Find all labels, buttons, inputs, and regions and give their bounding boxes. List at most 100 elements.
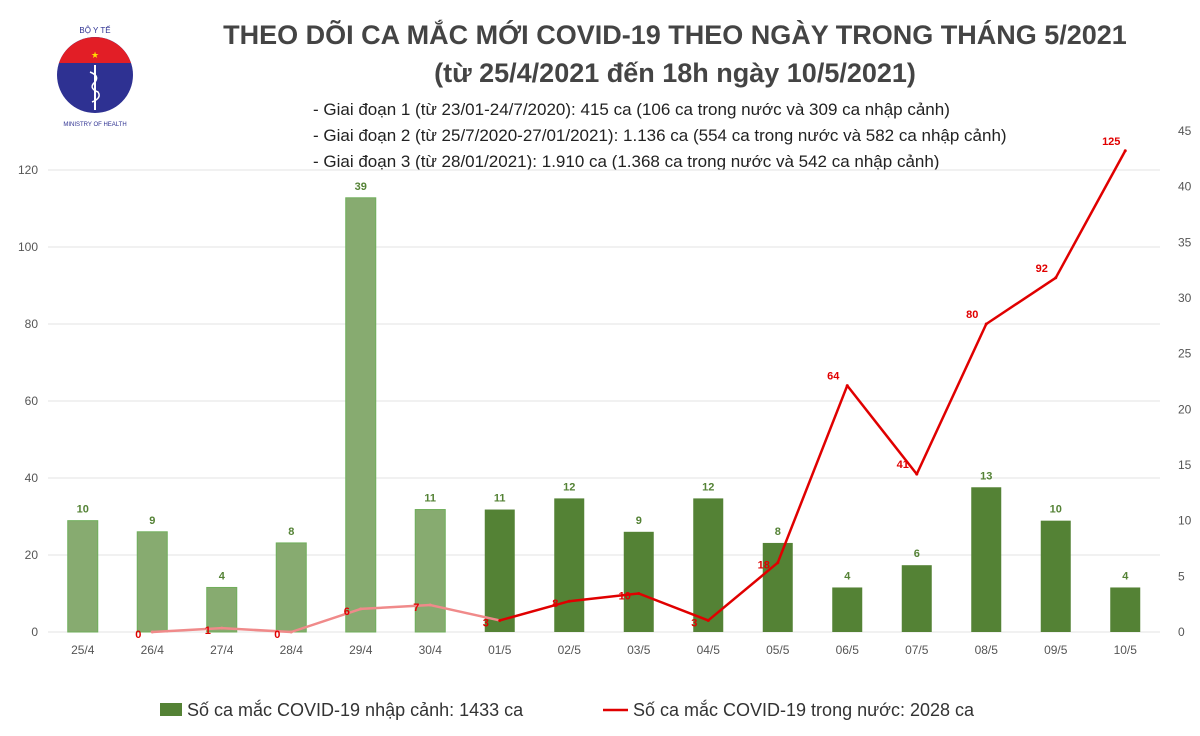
bar <box>1110 587 1141 632</box>
note-1: - Giai đoạn 1 (từ 23/01-24/7/2020): 415 … <box>313 100 950 119</box>
right-axis-tick: 20 <box>1178 402 1192 416</box>
left-axis-tick: 20 <box>25 548 39 562</box>
line-data-label: 10 <box>619 591 631 603</box>
line-segment <box>429 603 501 622</box>
line-point <box>1054 276 1058 280</box>
bar <box>832 587 863 632</box>
x-axis-tick: 06/5 <box>836 643 860 657</box>
left-axis-tick: 0 <box>31 625 38 639</box>
line-point <box>637 592 641 595</box>
line-segment <box>985 276 1057 326</box>
bar-data-label: 11 <box>424 493 436 505</box>
bar-data-label: 11 <box>494 493 506 505</box>
line-point <box>1123 149 1127 153</box>
x-axis-tick: 05/5 <box>766 643 790 657</box>
x-axis-tick: 29/4 <box>349 643 373 657</box>
x-axis-tick: 10/5 <box>1114 643 1138 657</box>
line-segment <box>707 561 779 622</box>
line-data-label: 1 <box>205 625 211 637</box>
left-axis-tick: 80 <box>25 317 39 331</box>
bar-data-label: 8 <box>775 526 781 538</box>
line-data-label: 64 <box>827 371 840 383</box>
line-point <box>915 472 919 476</box>
line-point <box>984 322 988 326</box>
x-axis-tick: 03/5 <box>627 643 651 657</box>
bar <box>1040 520 1071 632</box>
legend-line-label: Số ca mắc COVID-19 trong nước: 2028 ca <box>633 699 975 720</box>
bar-data-label: 13 <box>980 470 992 482</box>
line-data-label: 0 <box>274 629 280 641</box>
x-axis-tick: 27/4 <box>210 643 234 657</box>
line-point <box>845 384 849 388</box>
line-data-label: 0 <box>135 629 141 641</box>
line-point <box>150 630 154 634</box>
line-point <box>498 618 502 622</box>
left-axis-tick: 60 <box>25 394 39 408</box>
bar <box>414 509 446 633</box>
chart-subtitle: (từ 25/4/2021 đến 18h ngày 10/5/2021) <box>434 58 916 88</box>
x-axis-tick: 08/5 <box>975 643 999 657</box>
line-segment <box>221 626 292 634</box>
line-segment <box>915 323 988 475</box>
line-segment <box>152 626 222 634</box>
bar-data-label: 4 <box>1122 570 1129 582</box>
line-point <box>428 603 432 607</box>
bar-data-label: 12 <box>563 481 575 493</box>
bar <box>693 498 724 632</box>
line-segment <box>1054 150 1127 279</box>
bar-data-label: 10 <box>1050 504 1062 516</box>
note-2: - Giai đoạn 2 (từ 25/7/2020-27/01/2021):… <box>313 126 1007 145</box>
right-axis-tick: 10 <box>1178 514 1192 528</box>
x-axis-tick: 25/4 <box>71 643 95 657</box>
line-data-label: 92 <box>1036 263 1048 275</box>
bar-data-label: 4 <box>844 570 851 582</box>
chart-title: THEO DÕI CA MẮC MỚI COVID-19 THEO NGÀY T… <box>223 20 1127 50</box>
bar <box>345 197 377 633</box>
line-data-label: 3 <box>691 617 697 629</box>
svg-text:MINISTRY OF HEALTH: MINISTRY OF HEALTH <box>63 122 126 128</box>
line-data-label: 6 <box>344 606 350 618</box>
x-axis-tick: 09/5 <box>1044 643 1068 657</box>
line-data-label: 41 <box>897 459 909 471</box>
ministry-logo: ★ BỘ Y TẾ MINISTRY OF HEALTH <box>57 25 133 128</box>
bar <box>275 542 307 633</box>
bar <box>136 531 168 633</box>
x-axis-tick: 26/4 <box>141 643 165 657</box>
bar-data-label: 4 <box>219 570 226 582</box>
line-point <box>220 626 224 630</box>
bar-data-label: 39 <box>355 181 367 193</box>
line-point <box>289 630 293 634</box>
right-axis-tick: 15 <box>1178 458 1192 472</box>
right-axis-tick: 40 <box>1178 180 1192 194</box>
legend-bar-swatch <box>160 703 182 716</box>
bar <box>623 531 654 632</box>
bar-data-label: 12 <box>702 481 714 493</box>
x-axis-tick: 07/5 <box>905 643 929 657</box>
line-segment <box>499 599 570 622</box>
right-axis-tick: 45 <box>1178 124 1192 138</box>
right-axis-tick: 0 <box>1178 625 1185 639</box>
bar <box>67 520 99 633</box>
line-point <box>776 561 780 565</box>
bar <box>206 586 238 633</box>
line-segment <box>638 592 709 622</box>
line-data-label: 18 <box>758 560 770 572</box>
right-axis-tick: 30 <box>1178 291 1192 305</box>
line-point <box>359 607 363 611</box>
line-segment <box>290 607 362 634</box>
x-axis-tick: 30/4 <box>419 643 443 657</box>
left-axis-tick: 40 <box>25 471 39 485</box>
bar <box>901 565 932 632</box>
bar-data-label: 10 <box>77 504 89 516</box>
x-axis-tick: 28/4 <box>280 643 304 657</box>
x-axis-tick: 02/5 <box>558 643 582 657</box>
bar <box>484 509 515 632</box>
x-axis-tick: 04/5 <box>697 643 721 657</box>
svg-text:★: ★ <box>91 50 99 60</box>
line-segment <box>846 384 918 475</box>
line-data-label: 3 <box>483 617 489 629</box>
bar <box>762 542 793 632</box>
line-point <box>706 618 710 622</box>
